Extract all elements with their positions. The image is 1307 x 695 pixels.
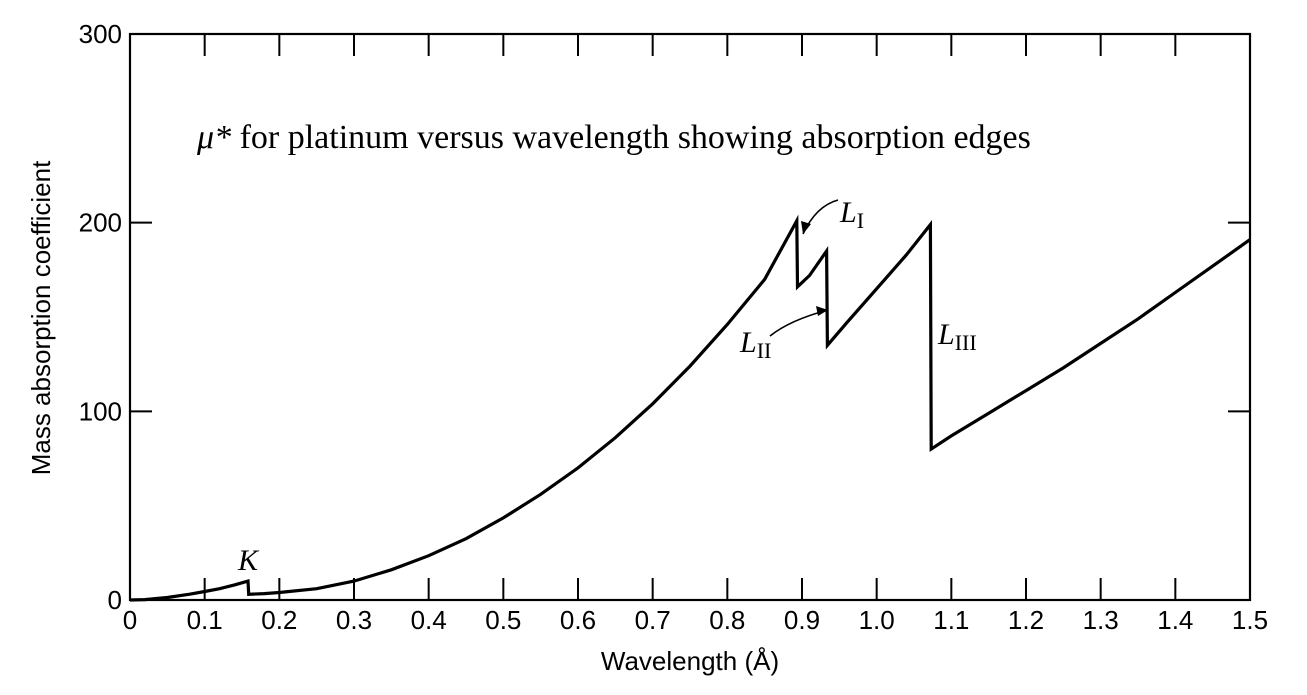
y-axis-title: Mass absorption coefficient xyxy=(26,160,56,475)
series-line xyxy=(129,214,1251,602)
x-tick-label: 0.7 xyxy=(635,605,671,635)
x-tick-label: 1.0 xyxy=(859,605,895,635)
annotations-group: K LI LII LIII xyxy=(237,196,977,577)
x-tick-label: 0.9 xyxy=(784,605,820,635)
x-tick-label: 0 xyxy=(123,605,137,635)
y-tick-label: 100 xyxy=(79,396,122,426)
x-tick-label: 1.4 xyxy=(1157,605,1193,635)
edge-pointer-li xyxy=(802,199,839,235)
x-tick-labels-group: 0 0.1 0.2 0.3 0.4 0.5 0.6 0.7 0.8 0.9 1.0 1.1 1.2 1.3… xyxy=(123,605,1268,635)
y-tick-label: 300 xyxy=(79,19,122,49)
y-tick-label: 200 xyxy=(79,208,122,238)
chart-title-text: for platinum versus wavelength showing a… xyxy=(231,119,1031,156)
edge-label-k: K xyxy=(237,544,260,577)
x-tick-label: 0.4 xyxy=(411,605,447,635)
edge-label-li: LI xyxy=(839,196,864,233)
x-tick-label: 1.5 xyxy=(1232,605,1268,635)
edge-arrowhead-lii xyxy=(816,306,828,316)
x-tick-label: 0.6 xyxy=(560,605,596,635)
chart-title-symbol: μ* xyxy=(196,119,231,156)
plot-frame xyxy=(128,32,1252,602)
edge-arrowhead-li xyxy=(801,221,811,234)
x-tick-label: 1.1 xyxy=(933,605,969,635)
x-axis-title: Wavelength (Å) xyxy=(601,646,779,676)
x-tick-label: 1.3 xyxy=(1083,605,1119,635)
tick-marks-group xyxy=(130,34,1250,600)
edge-label-lii: LII xyxy=(739,326,771,363)
x-tick-label: 0.5 xyxy=(485,605,521,635)
chart-title: μ* for platinum versus wavelength showin… xyxy=(196,119,1031,156)
x-tick-label: 0.2 xyxy=(261,605,297,635)
x-tick-label: 0.3 xyxy=(336,605,372,635)
x-tick-label: 0.1 xyxy=(187,605,223,635)
y-tick-labels-group: 0 100 200 300 xyxy=(79,19,122,615)
x-tick-label: 1.2 xyxy=(1008,605,1044,635)
y-tick-label: 0 xyxy=(108,585,122,615)
x-tick-label: 0.8 xyxy=(709,605,745,635)
series-group xyxy=(129,214,1251,602)
plot-frame-group xyxy=(128,32,1252,602)
edge-label-liii: LIII xyxy=(937,318,977,355)
